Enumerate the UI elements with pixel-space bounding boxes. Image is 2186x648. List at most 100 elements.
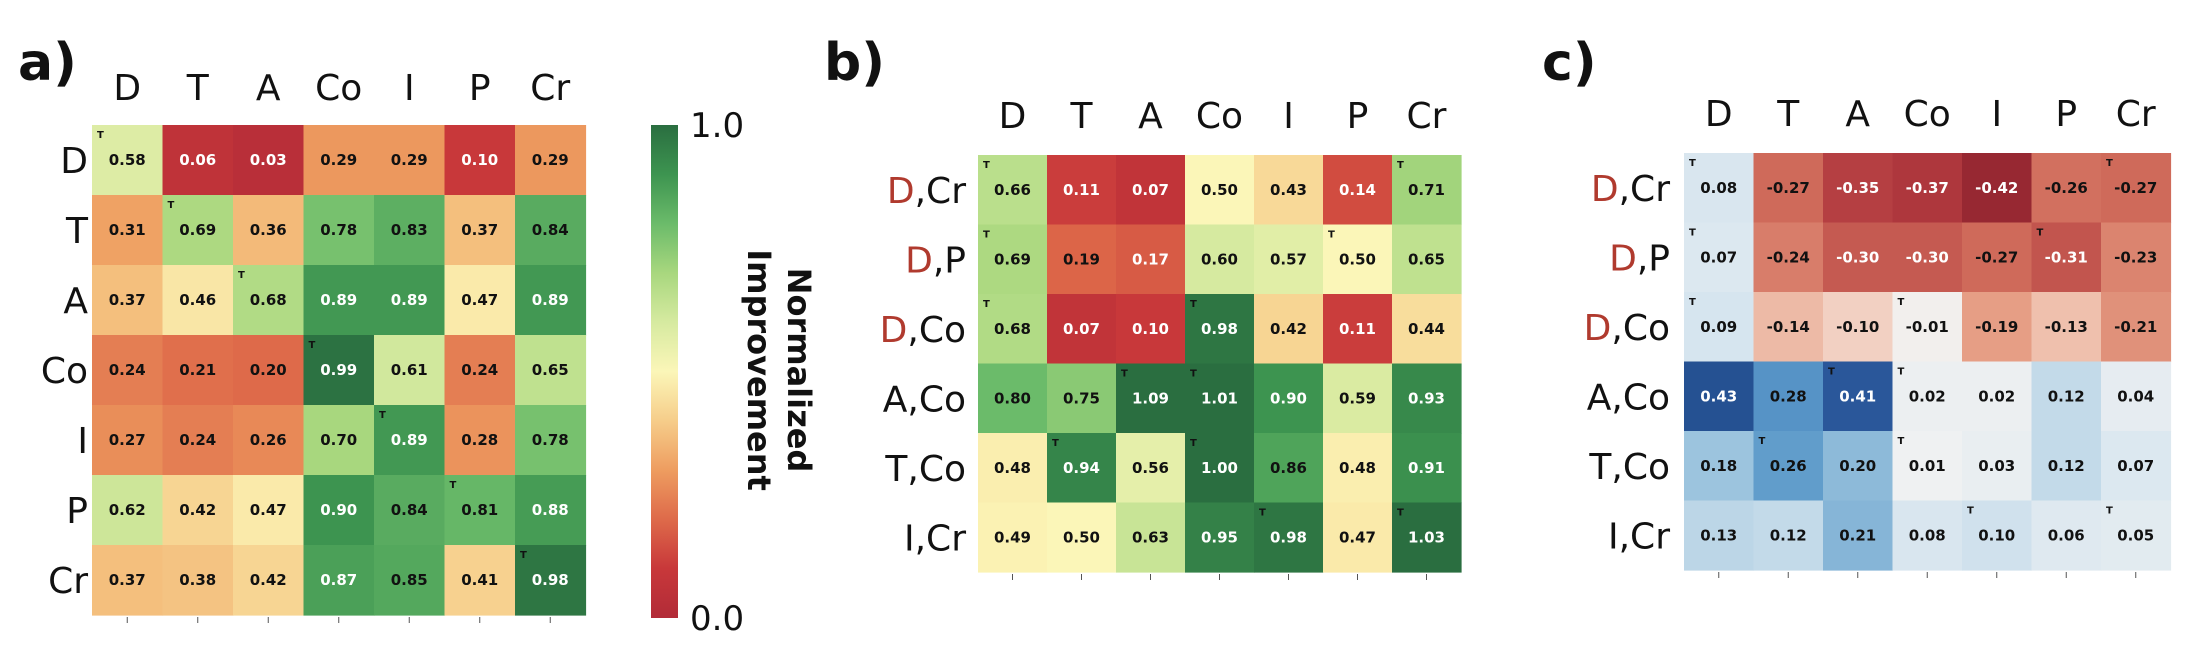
heatmap-cell xyxy=(1684,153,1755,224)
cell-value-label: 0.06 xyxy=(179,151,216,169)
cell-value-label: 0.98 xyxy=(1270,528,1307,546)
colorbar-gradient xyxy=(651,125,678,618)
heatmap-cell xyxy=(1753,153,1824,224)
cell-marker: T xyxy=(1689,228,1696,239)
heatmap-cell xyxy=(1254,502,1324,573)
heatmap-cell xyxy=(2031,500,2102,571)
cell-value-label: 0.11 xyxy=(1063,181,1100,199)
heatmap-cell xyxy=(92,195,164,266)
column-label: Co xyxy=(315,68,362,109)
panel-label: a) xyxy=(18,33,77,93)
heatmap-cell xyxy=(1962,292,2033,363)
row-label: Co xyxy=(41,351,88,392)
cell-value-label: 0.84 xyxy=(532,221,569,239)
cell-marker: T xyxy=(1967,506,1974,517)
cell-value-label: -0.35 xyxy=(1836,179,1879,197)
cell-value-label: 0.57 xyxy=(1270,250,1307,268)
cell-value-label: 0.65 xyxy=(1408,250,1445,268)
cell-value-label: 0.44 xyxy=(1408,320,1445,338)
heatmap-cell xyxy=(444,265,516,336)
column-label: Cr xyxy=(1407,96,1447,137)
heatmap-cell xyxy=(1392,224,1462,295)
cell-marker: T xyxy=(238,270,245,281)
heatmap-cell xyxy=(1185,363,1255,434)
colorbar-max-label: 1.0 xyxy=(690,106,744,146)
heatmap-cell xyxy=(303,335,375,406)
cell-value-label: 0.93 xyxy=(1408,389,1445,407)
cell-value-label: 0.89 xyxy=(391,291,428,309)
cell-marker: T xyxy=(2037,228,2044,239)
heatmap-cell xyxy=(444,405,516,476)
heatmap-cell xyxy=(1323,433,1393,504)
heatmap-cell xyxy=(1392,502,1462,573)
column-label: D xyxy=(113,68,141,109)
heatmap-cell xyxy=(374,195,446,266)
cell-value-label: 0.07 xyxy=(1132,181,1169,199)
heatmap-cell xyxy=(1753,500,1824,571)
cell-value-label: 0.08 xyxy=(1700,179,1737,197)
heatmap-cell xyxy=(1892,153,1963,224)
row-label: T,Co xyxy=(1588,447,1670,488)
heatmap-cell xyxy=(1684,222,1755,293)
heatmap-cell xyxy=(1753,292,1824,363)
cell-value-label: 0.31 xyxy=(109,221,146,239)
heatmap-cell xyxy=(162,125,234,196)
cell-value-label: 0.29 xyxy=(320,151,357,169)
cell-value-label: 0.80 xyxy=(994,389,1031,407)
cell-marker: T xyxy=(1190,369,1197,380)
heatmap-cell xyxy=(303,545,375,616)
cell-marker: T xyxy=(168,200,175,211)
heatmap-cell xyxy=(374,405,446,476)
heatmap-cell xyxy=(1684,292,1755,363)
cell-value-label: 0.70 xyxy=(320,431,357,449)
cell-value-label: 0.20 xyxy=(250,361,287,379)
heatmap-cell xyxy=(92,265,164,336)
heatmap-cell xyxy=(978,363,1048,434)
heatmap-cell xyxy=(1823,431,1894,502)
cell-value-label: 0.04 xyxy=(2117,387,2154,405)
cell-value-label: 0.78 xyxy=(320,221,357,239)
cell-value-label: 0.28 xyxy=(461,431,498,449)
cell-value-label: 0.07 xyxy=(2117,457,2154,475)
column-label: D xyxy=(1705,94,1733,135)
cell-value-label: 0.84 xyxy=(391,501,428,519)
cell-value-label: 0.47 xyxy=(250,501,287,519)
heatmap-cell xyxy=(515,545,587,616)
cell-value-label: 0.10 xyxy=(1132,320,1169,338)
cell-value-label: 0.87 xyxy=(320,571,357,589)
cell-value-label: 0.43 xyxy=(1270,181,1307,199)
cell-value-label: 0.90 xyxy=(320,501,357,519)
heatmap-cell xyxy=(303,195,375,266)
heatmap-cell xyxy=(1753,431,1824,502)
cell-marker: T xyxy=(1759,436,1766,447)
heatmap-cell xyxy=(515,475,587,546)
cell-marker: T xyxy=(309,340,316,351)
heatmap-cell xyxy=(1047,363,1117,434)
heatmap-cell xyxy=(374,265,446,336)
heatmap-panel-c: c)D T A Co I P CrD,CrD,PD,CoA,CoT,CoI,Cr0.08T-… xyxy=(1542,33,2172,578)
heatmap-cell xyxy=(1753,361,1824,432)
cell-value-label: 0.69 xyxy=(179,221,216,239)
heatmap-cell xyxy=(92,335,164,406)
column-label: Co xyxy=(1904,94,1951,135)
heatmap-cell xyxy=(1323,155,1393,226)
row-label: D,Cr xyxy=(887,171,966,212)
column-label: A xyxy=(256,68,281,109)
cell-value-label: 0.24 xyxy=(461,361,498,379)
cell-value-label: 0.68 xyxy=(250,291,287,309)
heatmap-cell xyxy=(1962,500,2033,571)
heatmap-cell xyxy=(1254,224,1324,295)
cell-value-label: 0.06 xyxy=(2048,526,2085,544)
row-label: D,Cr xyxy=(1591,169,1670,210)
heatmap-cell xyxy=(1185,224,1255,295)
heatmap-cell xyxy=(1892,361,1963,432)
cell-value-label: 0.07 xyxy=(1700,248,1737,266)
cell-value-label: 0.29 xyxy=(532,151,569,169)
heatmap-cell xyxy=(1962,153,2033,224)
row-label: T,Co xyxy=(884,449,966,490)
heatmap-cell xyxy=(374,335,446,406)
cell-value-label: 0.94 xyxy=(1063,459,1100,477)
heatmap-cell xyxy=(162,195,234,266)
heatmap-cell xyxy=(2101,431,2172,502)
heatmap-cell xyxy=(233,545,305,616)
